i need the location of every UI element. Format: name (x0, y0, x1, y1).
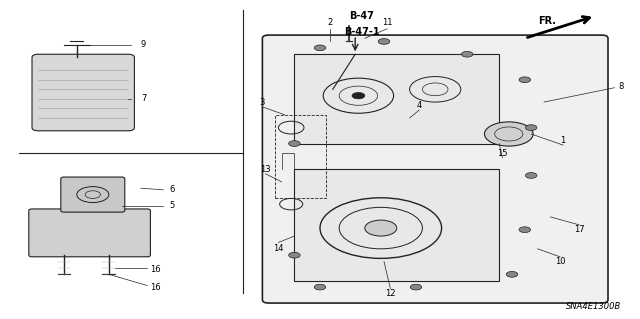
Circle shape (410, 284, 422, 290)
Text: 10: 10 (555, 257, 565, 266)
Circle shape (506, 271, 518, 277)
Text: 8: 8 (618, 82, 623, 91)
Circle shape (461, 51, 473, 57)
Bar (275, 115, 326, 198)
Circle shape (519, 227, 531, 233)
Text: 15: 15 (497, 149, 508, 158)
FancyBboxPatch shape (32, 54, 134, 131)
Text: 13: 13 (260, 165, 271, 174)
Circle shape (314, 45, 326, 51)
Circle shape (378, 39, 390, 44)
Circle shape (289, 141, 300, 146)
Text: 6: 6 (170, 185, 175, 194)
Text: FR.: FR. (538, 16, 556, 26)
Text: B-47: B-47 (349, 11, 374, 21)
Text: 17: 17 (574, 225, 584, 234)
Text: 9: 9 (141, 40, 146, 49)
Text: B-47-1: B-47-1 (344, 27, 380, 37)
Text: 11: 11 (382, 18, 392, 27)
Circle shape (314, 284, 326, 290)
Circle shape (289, 252, 300, 258)
FancyBboxPatch shape (262, 35, 608, 303)
Circle shape (352, 93, 365, 99)
Text: 14: 14 (273, 244, 284, 253)
Text: 12: 12 (385, 289, 396, 298)
Circle shape (484, 122, 533, 146)
FancyBboxPatch shape (61, 177, 125, 212)
Text: SNA4E1300B: SNA4E1300B (566, 302, 621, 311)
Bar (294, 54, 499, 144)
Text: 2: 2 (327, 18, 332, 27)
Bar (294, 169, 499, 281)
Circle shape (525, 173, 537, 178)
Text: 1: 1 (561, 136, 566, 145)
Text: 4: 4 (417, 101, 422, 110)
Text: 16: 16 (150, 283, 161, 292)
Circle shape (519, 77, 531, 83)
FancyBboxPatch shape (29, 209, 150, 257)
Circle shape (525, 125, 537, 130)
Circle shape (365, 220, 397, 236)
Text: 3: 3 (260, 98, 265, 107)
Text: 16: 16 (150, 265, 161, 274)
Text: 5: 5 (170, 201, 175, 210)
Text: 7: 7 (141, 94, 146, 103)
